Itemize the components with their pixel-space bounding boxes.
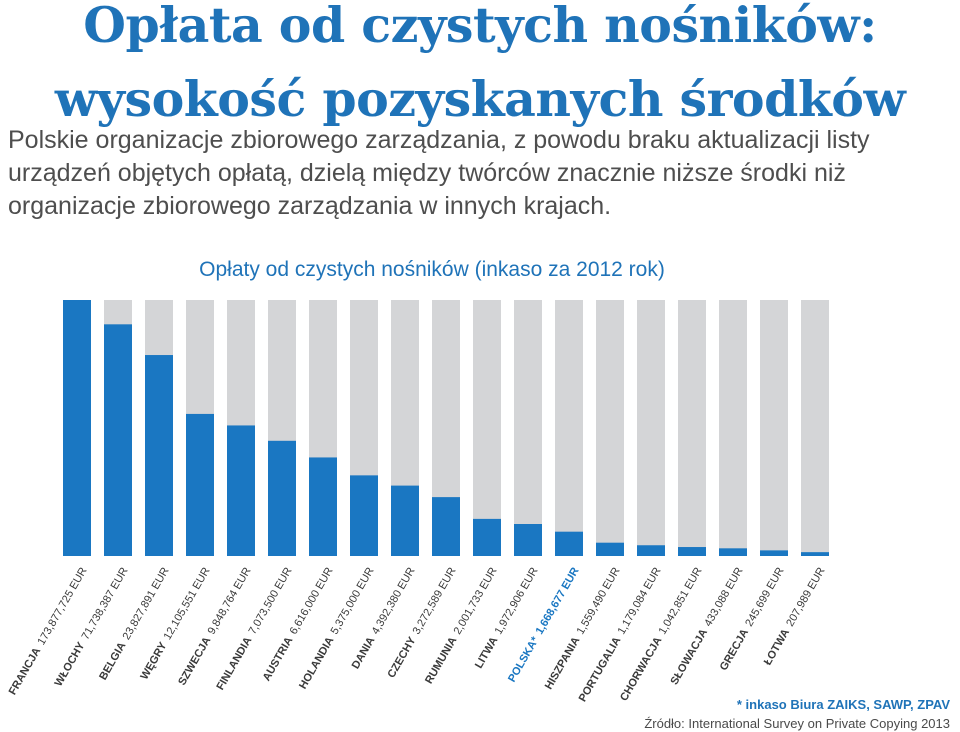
category-label: AUSTRIA <box>261 635 296 683</box>
bar-label: AUSTRIA6,616,000 EUR <box>261 565 336 683</box>
bar-track <box>555 300 583 556</box>
bar-track <box>719 300 747 556</box>
bar <box>596 542 624 556</box>
bar <box>391 485 419 556</box>
category-label: CHORWACJA <box>618 635 664 703</box>
bar <box>268 440 296 556</box>
bar-label: WŁOCHY71,738,387 EUR <box>53 565 131 688</box>
bar <box>104 324 132 556</box>
bar-label: HISZPANIA1,559,490 EUR <box>543 565 623 691</box>
bar-label: SŁOWACJA433,088 EUR <box>669 565 746 687</box>
value-label: 1,972,906 EUR <box>493 565 541 636</box>
category-label: FRANCJA <box>7 646 44 698</box>
bar-label: FINLANDIA7,073,500 EUR <box>214 565 294 692</box>
category-label: DANIA <box>350 635 378 671</box>
category-label: HISZPANIA <box>543 635 583 692</box>
bar-label: WĘGRY12,105,551 EUR <box>138 565 212 681</box>
bar-track <box>637 300 665 556</box>
bar <box>760 550 788 556</box>
value-label: 3,272,589 EUR <box>411 565 459 636</box>
bar-track <box>596 300 624 556</box>
bar-track <box>473 300 501 556</box>
source-note: Źródło: International Survey on Private … <box>644 716 950 731</box>
value-label: 2,001,733 EUR <box>452 565 500 636</box>
bar <box>432 497 460 556</box>
bar-label: FRANCJA173,877,725 EUR <box>7 565 90 697</box>
category-label: SŁOWACJA <box>669 627 711 687</box>
bar <box>63 300 91 556</box>
bar <box>186 413 214 556</box>
subtitle: Polskie organizacje zbiorowego zarządzan… <box>8 126 870 220</box>
bar <box>350 475 378 556</box>
chart-title: Opłaty od czystych nośników (inkaso za 2… <box>199 258 665 281</box>
bar <box>678 547 706 556</box>
bar <box>514 524 542 556</box>
value-label: 245,699 EUR <box>743 565 786 628</box>
value-label: 1,179,084 EUR <box>616 565 664 636</box>
bar-track <box>760 300 788 556</box>
value-label: 6,616,000 EUR <box>288 565 336 636</box>
value-label: 207,989 EUR <box>784 565 827 628</box>
value-label: 1,042,851 EUR <box>657 565 705 636</box>
category-label: CZECHY <box>385 634 418 680</box>
category-label: ŁOTWA <box>762 627 792 667</box>
bar <box>227 425 255 556</box>
bar <box>719 548 747 556</box>
bar-label: CHORWACJA1,042,851 EUR <box>618 565 704 703</box>
value-label: 1,559,490 EUR <box>575 565 623 636</box>
bar <box>309 457 337 556</box>
footnote: * inkaso Biura ZAIKS, SAWP, ZPAV <box>736 697 950 712</box>
bar-label: POLSKA*1,668,677 EUR <box>506 565 582 684</box>
bar-label: RUMUNIA2,001,733 EUR <box>423 565 500 686</box>
bar <box>473 518 501 556</box>
bar-track <box>801 300 829 556</box>
bar-label: BELGIA23,827,891 EUR <box>97 565 171 682</box>
value-label: 433,088 EUR <box>702 565 745 628</box>
bar-track <box>678 300 706 556</box>
category-label: POLSKA* <box>506 634 542 684</box>
category-label: RUMUNIA <box>423 635 459 686</box>
category-label: SZWECJA <box>176 635 213 688</box>
category-label: BELGIA <box>97 640 128 682</box>
value-label: 4,392,380 EUR <box>370 565 418 636</box>
title-line-1: Opłata od czystych nośników: <box>83 0 877 54</box>
category-label: HOLANDIA <box>297 635 336 691</box>
category-label: LITWA <box>473 635 501 671</box>
bar <box>555 531 583 556</box>
value-label: 1,668,677 EUR <box>534 565 582 636</box>
bar-label: HOLANDIA5,375,000 EUR <box>297 565 377 691</box>
value-label: 7,073,500 EUR <box>247 565 295 636</box>
value-label: 9,848,764 EUR <box>206 565 254 636</box>
category-label: FINLANDIA <box>214 635 254 692</box>
bar-label: SZWECJA9,848,764 EUR <box>176 565 253 687</box>
title-line-2: wysokość pozyskanych środków <box>54 70 906 128</box>
category-label: PORTUGALIA <box>577 635 624 704</box>
bar-track <box>514 300 542 556</box>
bar <box>145 355 173 556</box>
value-label: 5,375,000 EUR <box>329 565 377 636</box>
category-label: WŁOCHY <box>53 640 88 689</box>
bar <box>801 552 829 556</box>
category-label: GRECJA <box>718 627 751 673</box>
category-label: WĘGRY <box>138 640 169 682</box>
bar-label: PORTUGALIA1,179,084 EUR <box>577 565 664 704</box>
bar <box>637 545 665 556</box>
